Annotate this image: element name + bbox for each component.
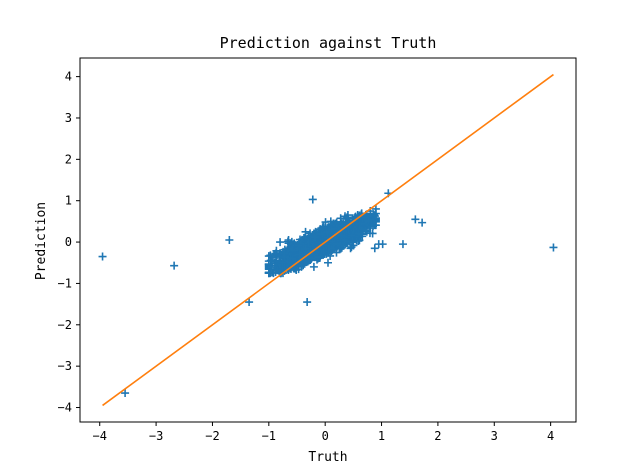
- scatter-point: [374, 240, 383, 249]
- scatter-point: [344, 237, 353, 246]
- scatter-point: [309, 262, 318, 271]
- scatter-point: [326, 251, 335, 260]
- scatter-point: [361, 226, 370, 235]
- scatter-point: [365, 229, 374, 238]
- y-tick-label: 1: [65, 194, 72, 208]
- scatter-point: [344, 225, 353, 234]
- y-tick-label: 3: [65, 111, 72, 125]
- scatter-point: [276, 238, 285, 247]
- scatter-point: [301, 227, 310, 236]
- y-tick-label: 0: [65, 235, 72, 249]
- scatter-point: [355, 229, 363, 238]
- scatter-point: [338, 221, 347, 230]
- scatter-point: [121, 389, 130, 398]
- scatter-point: [322, 228, 331, 237]
- scatter-point: [288, 254, 297, 263]
- scatter-point: [225, 236, 234, 244]
- scatter-point: [371, 214, 380, 223]
- scatter-point: [170, 261, 179, 270]
- scatter-point: [324, 258, 332, 267]
- x-tick-label: −2: [205, 429, 219, 443]
- scatter-point: [278, 258, 287, 267]
- x-tick-label: 3: [491, 429, 498, 443]
- scatter-point: [360, 213, 369, 222]
- x-tick-label: 2: [434, 429, 441, 443]
- scatter-point: [314, 253, 323, 262]
- scatter-point: [304, 238, 313, 247]
- scatter-point: [315, 238, 324, 247]
- scatter-point: [284, 236, 293, 244]
- y-tick-label: −2: [58, 318, 72, 332]
- scatter-point: [303, 298, 312, 307]
- plot-frame: [79, 57, 577, 423]
- scatter-point: [398, 240, 407, 249]
- x-tick-label: −1: [262, 429, 276, 443]
- scatter-point: [549, 243, 558, 252]
- scatter-point: [315, 230, 324, 239]
- scatter-point: [295, 250, 304, 259]
- axis-ticks: −4 −3 −2 −1 0 1 2 3 4 −4 −3 −2 −1 0 1 2 3 4: [58, 70, 555, 443]
- scatter-point: [245, 298, 254, 307]
- scatter-point: [332, 239, 341, 248]
- scatter-point: [326, 217, 335, 226]
- scatter-point: [297, 262, 306, 271]
- x-tick-label: 4: [547, 429, 554, 443]
- plot-area: [98, 73, 558, 407]
- scatter-point: [296, 239, 305, 248]
- scatter-point: [327, 225, 336, 234]
- scatter-point: [275, 251, 284, 260]
- x-tick-label: −4: [93, 429, 107, 443]
- scatter-point: [308, 195, 317, 204]
- scatter-point: [350, 223, 359, 232]
- scatter-point: [290, 246, 299, 255]
- chart-title: Prediction against Truth: [220, 34, 437, 52]
- identity-line: [102, 73, 554, 407]
- scatter-point: [370, 244, 379, 253]
- scatter-point: [343, 213, 352, 222]
- x-axis-label: Truth: [308, 450, 347, 465]
- scatter-point: [98, 252, 107, 261]
- scatter-point: [364, 216, 373, 225]
- y-axis-label: Prediction: [34, 202, 49, 280]
- scatter-point: [346, 244, 355, 253]
- scatter-point: [286, 240, 295, 249]
- scatter-point: [267, 256, 276, 265]
- scatter-point: [264, 268, 273, 277]
- scatter-point: [324, 245, 333, 254]
- y-tick-label: −1: [58, 276, 72, 290]
- x-tick-label: 1: [378, 429, 385, 443]
- scatter-point: [347, 243, 356, 252]
- y-tick-label: 4: [65, 70, 72, 84]
- scatter-point: [371, 204, 380, 213]
- y-tick-label: −4: [58, 401, 72, 415]
- scatter-point: [310, 233, 319, 242]
- x-tick-label: −3: [149, 429, 163, 443]
- scatter-point: [418, 218, 427, 227]
- y-tick-label: −3: [58, 359, 72, 373]
- scatter-point: [411, 215, 420, 224]
- scatter-point: [294, 241, 303, 250]
- scatter-point: [337, 231, 346, 240]
- scatter-point: [297, 235, 306, 244]
- x-tick-label: 0: [322, 429, 329, 443]
- scatter-point: [273, 266, 282, 275]
- y-tick-label: 2: [65, 152, 72, 166]
- scatter-point: [347, 231, 356, 240]
